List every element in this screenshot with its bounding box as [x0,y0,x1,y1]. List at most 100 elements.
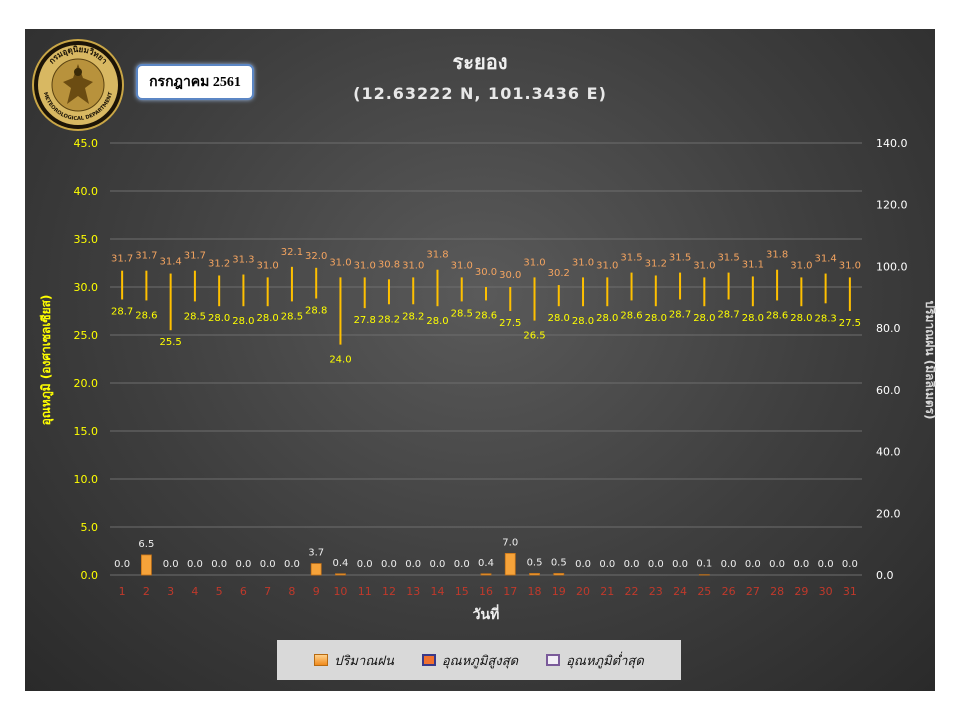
y-tick-label: 30.0 [74,281,99,294]
min-temp-label: 27.8 [354,315,376,326]
min-temp-label: 28.6 [620,310,642,321]
y-tick-label: 35.0 [74,233,99,246]
legend-swatch-rain [314,654,329,666]
min-temp-label: 25.5 [160,337,182,348]
rain-bar [480,573,492,576]
x-tick-label: 1 [119,585,126,598]
max-temp-label: 31.0 [572,257,594,268]
rain-value-label: 0.0 [187,559,203,570]
rain-value-label: 0.0 [405,559,421,570]
x-tick-label: 11 [358,585,372,598]
min-temp-label: 28.0 [693,313,715,324]
rain-bar [310,563,322,576]
rain-value-label: 0.1 [696,559,712,570]
min-temp-label: 28.7 [669,309,691,320]
min-temp-label: 24.0 [329,355,351,366]
x-tick-label: 19 [552,585,566,598]
min-temp-label: 28.7 [717,309,739,320]
x-tick-label: 14 [430,585,444,598]
min-temp-label: 28.0 [426,316,448,327]
min-temp-label: 28.0 [572,316,594,327]
y2-tick-label: 60.0 [876,384,901,397]
min-temp-label: 28.8 [305,306,327,317]
max-temp-label: 31.0 [596,260,618,271]
x-tick-label: 13 [406,585,420,598]
x-tick-label: 29 [794,585,808,598]
chart-title: ระยอง [452,50,508,74]
x-tick-label: 24 [673,585,687,598]
x-tick-label: 25 [697,585,711,598]
rain-value-label: 0.0 [430,559,446,570]
max-temp-label: 31.5 [717,253,739,264]
rain-value-label: 0.5 [551,557,567,568]
y2-tick-label: 20.0 [876,507,901,520]
chart-subtitle: (12.63222 N, 101.3436 E) [353,84,607,103]
rain-value-label: 0.0 [842,559,858,570]
legend-label-max: อุณหภูมิสูงสุด [441,653,519,669]
max-temp-label: 31.5 [669,253,691,264]
rain-bar [140,554,152,576]
y2-tick-label: 100.0 [876,260,908,273]
max-temp-label: 30.0 [499,270,521,281]
rain-value-label: 0.0 [818,559,834,570]
y2-tick-label: 140.0 [876,137,908,150]
x-tick-label: 20 [576,585,590,598]
y-tick-label: 0.0 [81,569,99,582]
x-tick-label: 26 [722,585,736,598]
max-temp-label: 31.2 [645,258,667,269]
y2-tick-label: 0.0 [876,569,894,582]
min-temp-label: 28.6 [475,310,497,321]
rain-value-label: 0.0 [284,559,300,570]
rain-value-label: 0.5 [527,557,543,568]
x-tick-label: 16 [479,585,493,598]
x-tick-label: 28 [770,585,784,598]
min-temp-label: 28.3 [814,313,836,324]
x-tick-label: 4 [191,585,198,598]
rain-value-label: 7.0 [502,537,518,548]
y2-tick-label: 40.0 [876,446,901,459]
rain-value-label: 0.0 [599,559,615,570]
x-tick-label: 22 [625,585,639,598]
legend-item-min: อุณหภูมิต่ำสุด [546,650,644,671]
rain-value-label: 0.0 [575,559,591,570]
rain-bar [335,573,346,576]
y2-tick-label: 120.0 [876,199,908,212]
min-temp-label: 28.0 [742,313,764,324]
x-tick-label: 15 [455,585,469,598]
min-temp-label: 28.0 [257,313,279,324]
rain-value-label: 0.0 [769,559,785,570]
y-tick-label: 15.0 [74,425,99,438]
rain-value-label: 0.0 [672,559,688,570]
max-temp-label: 31.5 [620,253,642,264]
y-tick-label: 40.0 [74,185,99,198]
x-tick-label: 3 [167,585,174,598]
max-temp-label: 31.8 [766,250,788,261]
rain-value-label: 0.0 [624,559,640,570]
min-temp-label: 28.0 [208,313,230,324]
max-temp-label: 30.0 [475,267,497,278]
rain-bar [504,553,516,576]
max-temp-label: 32.1 [281,247,303,258]
y-tick-label: 25.0 [74,329,99,342]
x-tick-label: 12 [382,585,396,598]
rain-value-label: 0.0 [235,559,251,570]
x-tick-label: 18 [528,585,542,598]
max-temp-label: 31.7 [184,251,206,262]
max-temp-label: 31.3 [232,255,254,266]
rain-bar [553,573,565,576]
rain-value-label: 0.0 [357,559,373,570]
min-temp-label: 28.2 [402,311,424,322]
x-tick-label: 21 [600,585,614,598]
min-temp-label: 28.2 [378,314,400,325]
chart-panel [25,29,935,691]
max-temp-label: 31.0 [451,260,473,271]
min-temp-label: 28.0 [596,313,618,324]
legend-item-rain: ปริมาณฝน [314,650,394,671]
max-temp-label: 31.0 [329,257,351,268]
min-temp-label: 28.5 [451,308,473,319]
min-temp-label: 27.5 [499,318,521,329]
rain-value-label: 0.4 [478,558,494,569]
y-tick-label: 45.0 [74,137,99,150]
min-temp-label: 28.5 [184,311,206,322]
